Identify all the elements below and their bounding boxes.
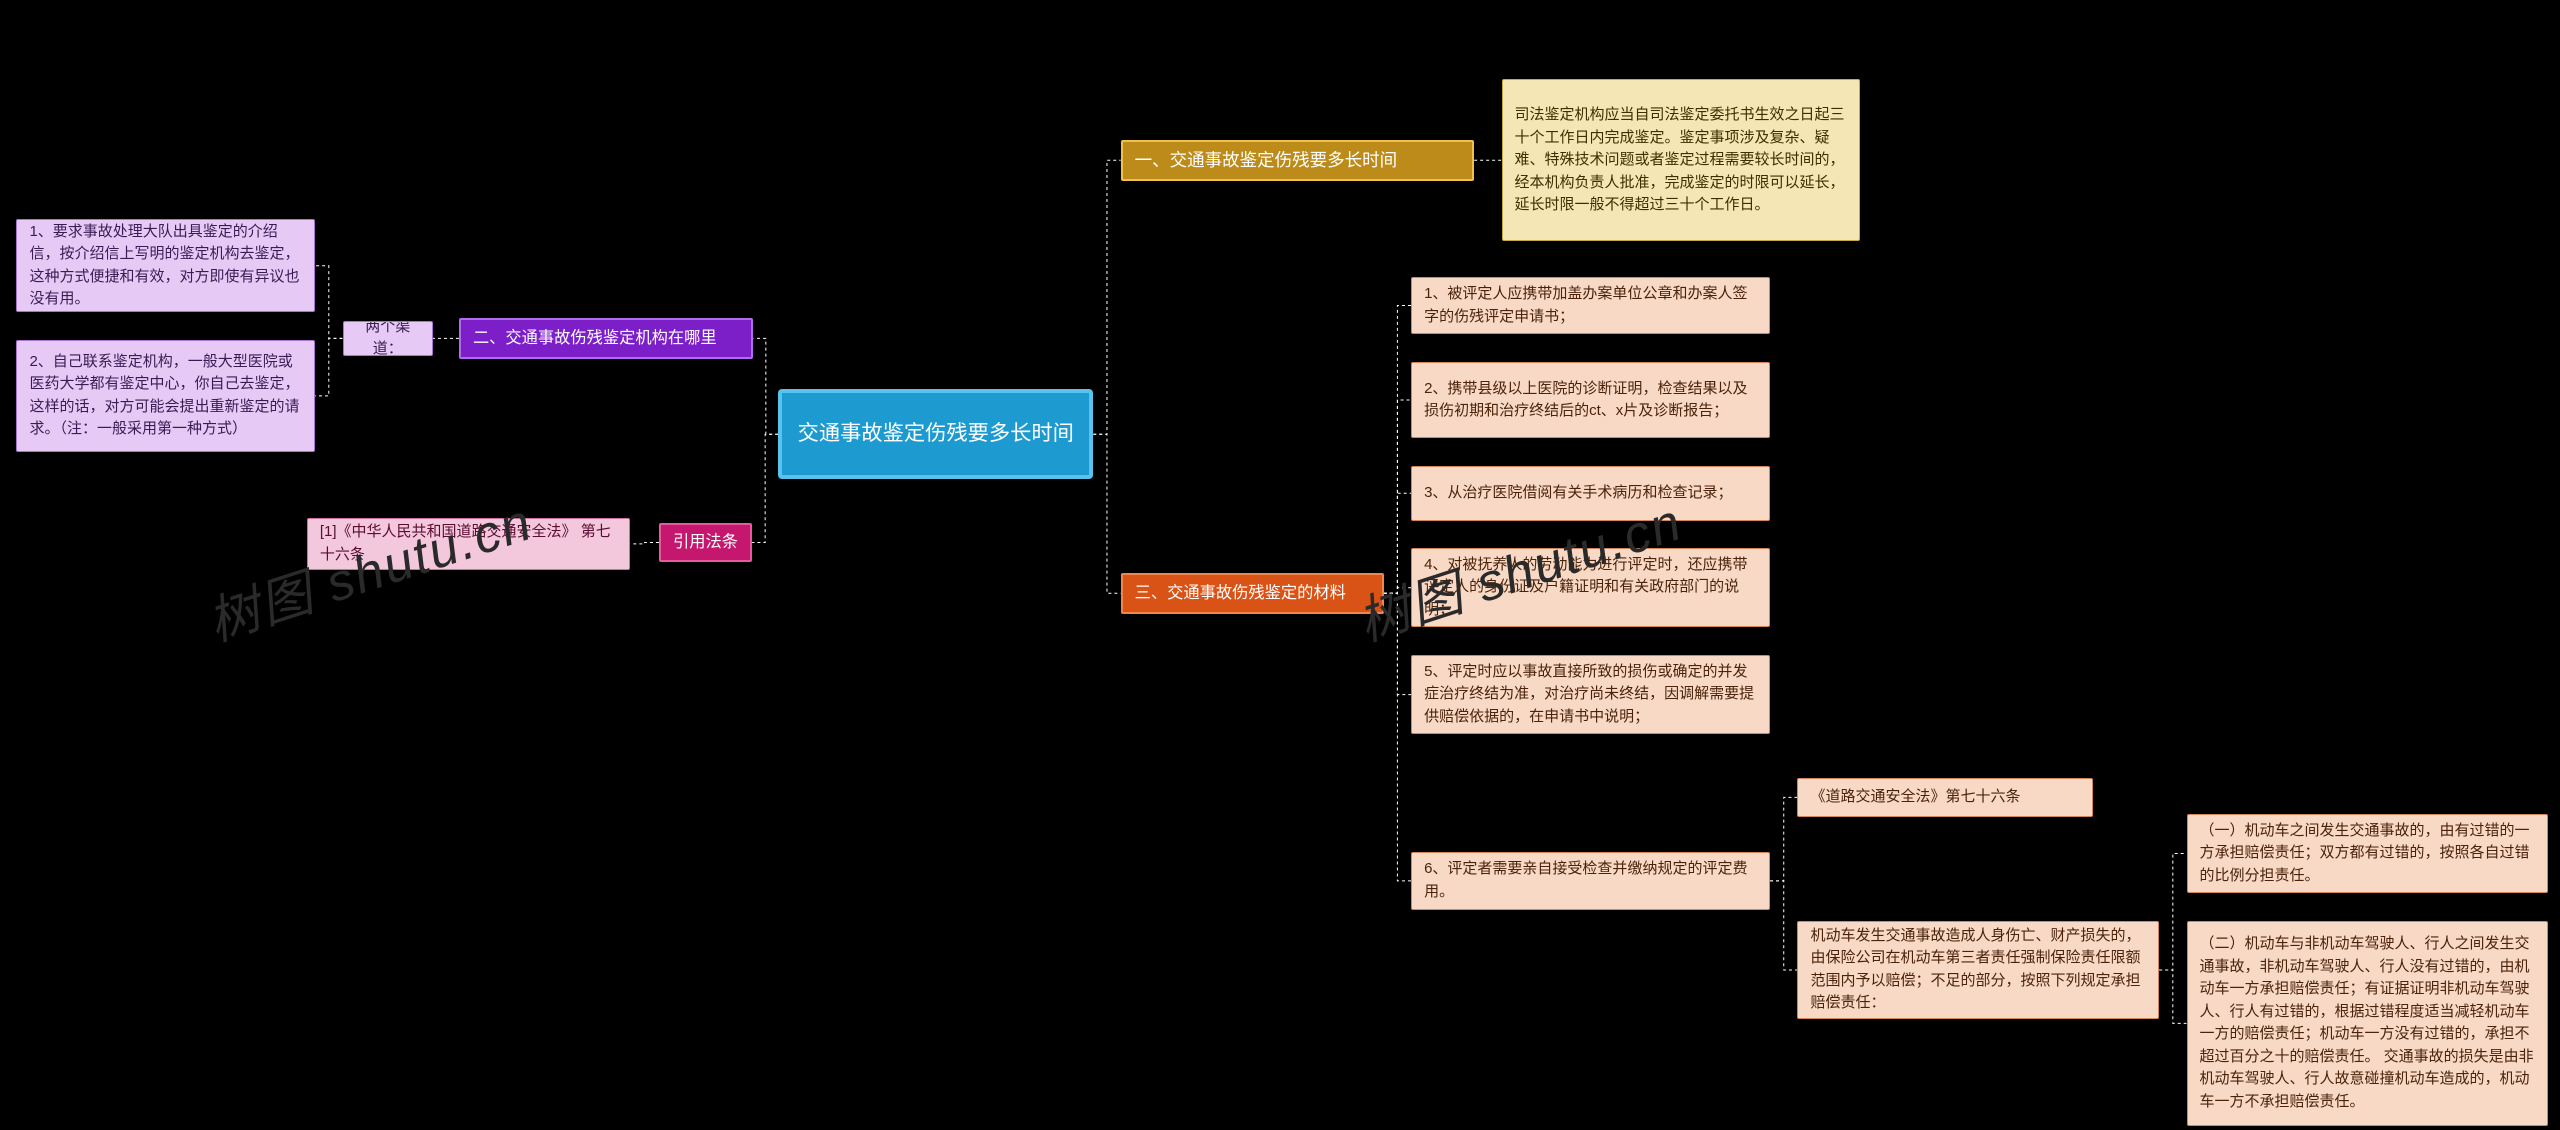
connector — [2159, 854, 2186, 970]
node-b4_1: 1、被评定人应携带加盖办案单位公章和办案人签字的伤残评定申请书； — [1411, 277, 1770, 335]
node-b4_6: 6、评定者需要亲自接受检查并缴纳规定的评定费用。 — [1411, 852, 1770, 910]
connector — [1384, 588, 1411, 593]
node-b4_5: 5、评定时应以事故直接所致的损伤或确定的并发症治疗终结为准，对治疗尚未终结，因调… — [1411, 655, 1770, 734]
connector — [315, 266, 342, 339]
node-b1: 一、交通事故鉴定伤残要多长时间 — [1121, 140, 1474, 181]
connector — [1384, 593, 1411, 881]
node-b4: 三、交通事故伤残鉴定的材料 — [1121, 573, 1384, 614]
connector — [1384, 593, 1411, 694]
connector — [1093, 434, 1120, 593]
connector — [1093, 160, 1120, 434]
node-b4_2: 2、携带县级以上医院的诊断证明，检查结果以及损伤初期和治疗终结后的ct、x片及诊… — [1411, 362, 1770, 439]
node-b4_6_b1: （一）机动车之间发生交通事故的，由有过错的一方承担赔偿责任；双方都有过错的，按照… — [2187, 814, 2549, 893]
node-root: 交通事故鉴定伤残要多长时间 — [778, 389, 1093, 479]
connector — [2159, 970, 2186, 1023]
node-b4_4: 4、对被抚养人的劳动能力进行评定时，还应携带评定人的身份证及户籍证明和有关政府部… — [1411, 548, 1770, 627]
node-b2_c2: 2、自己联系鉴定机构，一般大型医院或医药大学都有鉴定中心，你自己去鉴定，这样的话… — [16, 340, 315, 452]
node-b1_1: 司法鉴定机构应当自司法鉴定委托书生效之日起三十个工作日内完成鉴定。鉴定事项涉及复… — [1502, 79, 1861, 241]
connector — [1770, 797, 1797, 881]
node-b3_1: [1]《中华人民共和国道路交通安全法》 第七十六条 — [307, 518, 630, 570]
node-b4_6_b2: （二）机动车与非机动车驾驶人、行人之间发生交通事故，非机动车驾驶人、行人没有过错… — [2187, 921, 2549, 1127]
connector — [1384, 306, 1411, 594]
node-b2_c1: 1、要求事故处理大队出具鉴定的介绍信，按介绍信上写明的鉴定机构去鉴定，这种方式便… — [16, 219, 315, 312]
node-b2_c: 两个渠道： — [343, 321, 433, 357]
connector — [752, 434, 778, 542]
node-b4_3: 3、从治疗医院借阅有关手术病历和检查记录； — [1411, 466, 1770, 521]
connector — [1384, 493, 1411, 593]
node-b4_6_b: 机动车发生交通事故造成人身伤亡、财产损失的，由保险公司在机动车第三者责任强制保险… — [1797, 921, 2159, 1020]
node-b3: 引用法条 — [659, 523, 752, 561]
connector — [315, 338, 342, 396]
connector — [1384, 400, 1411, 593]
connector — [630, 543, 659, 544]
connector — [754, 338, 779, 434]
connector — [1770, 881, 1797, 970]
node-b4_6_a: 《道路交通安全法》第七十六条 — [1797, 778, 2093, 816]
node-b2: 二、交通事故伤残鉴定机构在哪里 — [459, 318, 754, 359]
